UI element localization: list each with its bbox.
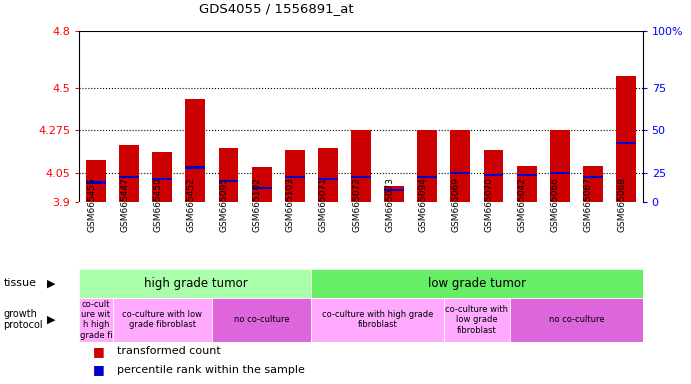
Bar bbox=[252, 167, 272, 202]
Text: tissue: tissue bbox=[3, 278, 37, 288]
Bar bbox=[351, 176, 371, 178]
Bar bbox=[444, 298, 510, 342]
Bar bbox=[185, 166, 205, 169]
Text: GSM665072: GSM665072 bbox=[352, 177, 361, 232]
Text: GSM665103: GSM665103 bbox=[286, 177, 295, 232]
Text: percentile rank within the sample: percentile rank within the sample bbox=[117, 365, 305, 375]
Bar bbox=[384, 189, 404, 191]
Bar bbox=[312, 269, 643, 298]
Bar bbox=[484, 174, 504, 176]
Text: GSM665102: GSM665102 bbox=[253, 177, 262, 232]
Text: high grade tumor: high grade tumor bbox=[144, 277, 247, 290]
Bar bbox=[517, 166, 537, 202]
Bar bbox=[120, 176, 139, 178]
Bar bbox=[120, 145, 139, 202]
Text: co-culture with high grade
fibroblast: co-culture with high grade fibroblast bbox=[322, 310, 433, 329]
Bar bbox=[318, 149, 338, 202]
Text: GSM665073: GSM665073 bbox=[385, 177, 394, 232]
Bar bbox=[218, 149, 238, 202]
Bar bbox=[86, 160, 106, 202]
Bar bbox=[510, 298, 643, 342]
Text: growth
protocol: growth protocol bbox=[3, 309, 43, 331]
Text: ■: ■ bbox=[93, 363, 105, 376]
Bar bbox=[318, 178, 338, 180]
Text: GSM665095: GSM665095 bbox=[220, 177, 229, 232]
Bar bbox=[417, 131, 437, 202]
Bar bbox=[212, 298, 312, 342]
Bar bbox=[113, 298, 212, 342]
Text: ■: ■ bbox=[93, 345, 105, 358]
Text: GSM665071: GSM665071 bbox=[319, 177, 328, 232]
Bar bbox=[152, 178, 172, 180]
Bar bbox=[285, 150, 305, 202]
Bar bbox=[384, 186, 404, 202]
Text: no co-culture: no co-culture bbox=[549, 315, 604, 324]
Text: GSM665452: GSM665452 bbox=[187, 177, 196, 232]
Text: GSM665067: GSM665067 bbox=[584, 177, 593, 232]
Bar bbox=[79, 298, 113, 342]
Bar bbox=[285, 176, 305, 178]
Text: GSM665070: GSM665070 bbox=[484, 177, 493, 232]
Bar bbox=[252, 187, 272, 189]
Bar bbox=[351, 131, 371, 202]
Bar bbox=[185, 99, 205, 202]
Bar bbox=[583, 176, 603, 178]
Text: co-cult
ure wit
h high
grade fi: co-cult ure wit h high grade fi bbox=[79, 300, 113, 340]
Bar bbox=[616, 76, 636, 202]
Text: GSM665450: GSM665450 bbox=[153, 177, 162, 232]
Text: transformed count: transformed count bbox=[117, 346, 221, 356]
Bar bbox=[616, 142, 636, 144]
Text: GSM665455: GSM665455 bbox=[87, 177, 96, 232]
Bar bbox=[550, 172, 570, 174]
Text: ▶: ▶ bbox=[47, 314, 55, 325]
Text: co-culture with
low grade
fibroblast: co-culture with low grade fibroblast bbox=[446, 305, 509, 334]
Text: no co-culture: no co-culture bbox=[234, 315, 290, 324]
Text: GSM665069: GSM665069 bbox=[451, 177, 460, 232]
Text: GSM665447: GSM665447 bbox=[120, 177, 129, 232]
Text: GSM665042: GSM665042 bbox=[518, 177, 527, 232]
Bar bbox=[484, 150, 504, 202]
Bar bbox=[451, 131, 471, 202]
Text: GSM665094: GSM665094 bbox=[418, 177, 427, 232]
Bar bbox=[550, 131, 570, 202]
Bar bbox=[86, 182, 106, 184]
Bar bbox=[218, 180, 238, 182]
Text: low grade tumor: low grade tumor bbox=[428, 277, 526, 290]
Bar bbox=[312, 298, 444, 342]
Bar bbox=[451, 172, 471, 174]
Text: GSM665068: GSM665068 bbox=[617, 177, 626, 232]
Text: co-culture with low
grade fibroblast: co-culture with low grade fibroblast bbox=[122, 310, 202, 329]
Text: ▶: ▶ bbox=[47, 278, 55, 288]
Bar bbox=[583, 166, 603, 202]
Bar bbox=[417, 176, 437, 178]
Bar bbox=[152, 152, 172, 202]
Text: GSM665066: GSM665066 bbox=[551, 177, 560, 232]
Bar bbox=[79, 269, 312, 298]
Bar bbox=[517, 174, 537, 176]
Text: GDS4055 / 1556891_at: GDS4055 / 1556891_at bbox=[199, 2, 354, 15]
